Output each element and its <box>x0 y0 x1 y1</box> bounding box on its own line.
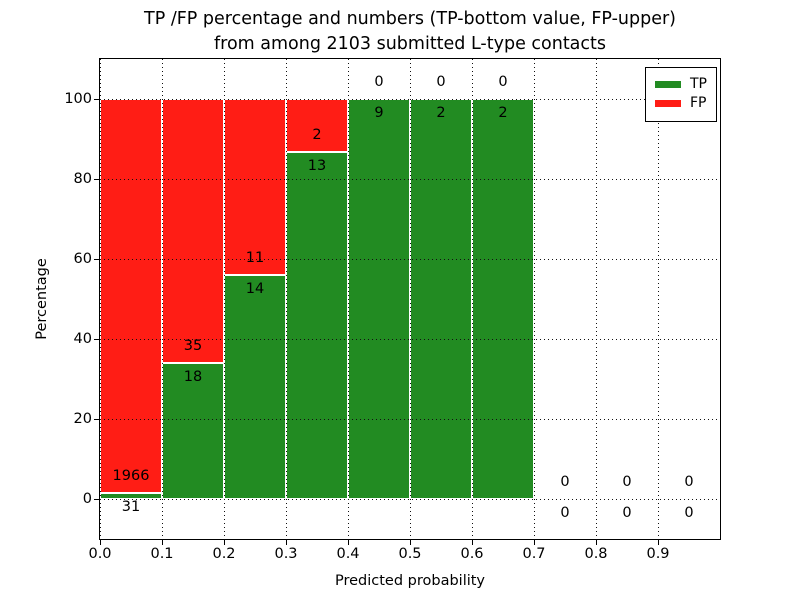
x-tick-label: 0.3 <box>274 546 298 562</box>
grid-line-vertical <box>596 59 597 539</box>
x-tick-mark <box>472 539 474 545</box>
legend-swatch-fp <box>655 100 681 107</box>
y-axis-label: Percentage <box>34 258 50 340</box>
bar-count-label-fp: 0 <box>436 74 446 90</box>
bar-segment-tp <box>286 152 348 499</box>
x-tick-mark <box>534 539 536 545</box>
bar-count-label-tp: 13 <box>307 158 327 175</box>
y-tick-mark <box>94 419 100 421</box>
y-tick-label: 60 <box>73 251 92 267</box>
bar-count-label-tp: 2 <box>436 105 446 121</box>
x-tick-mark <box>596 539 598 545</box>
x-tick-label: 0.5 <box>398 546 422 562</box>
bar-count-label-tp: 0 <box>560 505 570 521</box>
bar-count-label-fp: 0 <box>684 474 694 490</box>
bar-count-label-tp: 0 <box>684 505 694 521</box>
legend-swatch-tp <box>655 81 681 88</box>
bar-count-label-tp: 0 <box>622 505 632 521</box>
legend-label-fp: FP <box>690 95 707 111</box>
x-tick-mark <box>658 539 660 545</box>
chart-title: TP /FP percentage and numbers (TP-bottom… <box>20 7 800 57</box>
bar-segment-tp <box>348 99 410 499</box>
y-tick-mark <box>94 259 100 261</box>
y-tick-label: 0 <box>82 491 92 507</box>
bar-count-label-fp: 0 <box>560 474 570 490</box>
chart-title-line-2: from among 2103 submitted L-type contact… <box>213 34 607 54</box>
legend-item-tp: TP <box>655 77 707 92</box>
x-tick-mark <box>410 539 412 545</box>
x-tick-label: 0.2 <box>212 546 236 562</box>
bar-count-label-fp: 0 <box>498 74 508 90</box>
bar-segment-tp <box>472 99 534 499</box>
grid-line-vertical <box>410 59 411 539</box>
x-tick-label: 0.6 <box>460 546 484 562</box>
bar-segment-fp <box>162 99 224 364</box>
bar-segment-tp <box>410 99 472 499</box>
legend-item-fp: FP <box>655 96 707 111</box>
bar-segment-tp <box>162 363 224 499</box>
x-tick-mark <box>286 539 288 545</box>
bar-segment-tp <box>224 275 286 499</box>
x-axis-label: Predicted probability <box>334 573 486 589</box>
grid-line-vertical <box>348 59 349 539</box>
legend-label-tp: TP <box>690 76 707 92</box>
bar-count-label-tp: 9 <box>374 105 384 121</box>
bar-segment-fp <box>100 99 162 493</box>
y-tick-mark <box>94 499 100 501</box>
grid-line-vertical <box>162 59 163 539</box>
grid-line-vertical <box>224 59 225 539</box>
x-tick-label: 0.9 <box>646 546 670 562</box>
chart-title-line-1: TP /FP percentage and numbers (TP-bottom… <box>144 9 676 29</box>
bar-count-label-fp: 35 <box>183 338 203 355</box>
x-tick-mark <box>348 539 350 545</box>
bar-segment-fp <box>224 99 286 275</box>
x-tick-label: 0.0 <box>88 546 112 562</box>
grid-line-vertical <box>100 59 101 539</box>
y-tick-label: 100 <box>64 91 92 107</box>
y-tick-mark <box>94 99 100 101</box>
x-tick-label: 0.1 <box>150 546 174 562</box>
y-tick-mark <box>94 179 100 181</box>
x-tick-mark <box>224 539 226 545</box>
bar-count-label-tp: 31 <box>121 498 141 515</box>
bar-count-label-fp: 11 <box>245 250 265 266</box>
bar-count-label-tp: 18 <box>183 369 203 386</box>
legend: TP FP <box>645 67 717 122</box>
grid-line-vertical <box>658 59 659 539</box>
bar-segment-fp <box>286 99 348 153</box>
x-tick-label: 0.7 <box>522 546 546 562</box>
y-tick-label: 80 <box>73 171 92 187</box>
bar-count-label-fp: 2 <box>312 127 322 144</box>
y-tick-label: 40 <box>73 331 92 347</box>
x-tick-mark <box>162 539 164 545</box>
y-tick-mark <box>94 339 100 341</box>
grid-line-vertical <box>534 59 535 539</box>
bar-count-label-tp: 14 <box>245 281 265 297</box>
bar-count-label-fp: 1966 <box>112 467 150 484</box>
x-tick-mark <box>100 539 102 545</box>
grid-line-vertical <box>472 59 473 539</box>
bar-count-label-fp: 0 <box>622 474 632 490</box>
bar-count-label-fp: 0 <box>374 74 384 90</box>
grid-line-vertical <box>286 59 287 539</box>
bar-count-label-tp: 2 <box>498 105 508 121</box>
x-tick-label: 0.4 <box>336 546 360 562</box>
x-tick-label: 0.8 <box>584 546 608 562</box>
y-tick-label: 20 <box>73 411 92 427</box>
